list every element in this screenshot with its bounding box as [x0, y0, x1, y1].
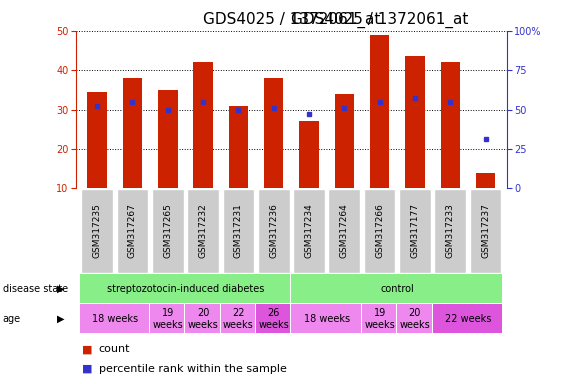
FancyBboxPatch shape: [256, 305, 291, 333]
FancyBboxPatch shape: [81, 189, 113, 273]
Text: streptozotocin-induced diabetes: streptozotocin-induced diabetes: [107, 283, 264, 294]
Text: disease state: disease state: [3, 283, 68, 294]
Text: GSM317264: GSM317264: [340, 204, 349, 258]
Text: 18 weeks: 18 weeks: [303, 314, 350, 324]
FancyBboxPatch shape: [293, 189, 325, 273]
FancyBboxPatch shape: [292, 305, 361, 333]
FancyBboxPatch shape: [432, 305, 502, 333]
FancyBboxPatch shape: [117, 189, 149, 273]
FancyBboxPatch shape: [150, 305, 185, 333]
Bar: [405, 56, 425, 189]
FancyBboxPatch shape: [434, 189, 466, 273]
Text: GSM317236: GSM317236: [269, 204, 278, 258]
Text: ■: ■: [82, 344, 92, 354]
Text: 20
weeks: 20 weeks: [400, 308, 430, 330]
Text: 19
weeks: 19 weeks: [364, 308, 395, 330]
FancyBboxPatch shape: [470, 189, 502, 273]
Text: count: count: [99, 344, 130, 354]
Text: GSM317235: GSM317235: [93, 204, 102, 258]
Text: 19
weeks: 19 weeks: [153, 308, 183, 330]
FancyBboxPatch shape: [152, 189, 184, 273]
Text: ▶: ▶: [57, 283, 65, 294]
Bar: [300, 121, 319, 189]
Text: GSM317234: GSM317234: [305, 204, 314, 258]
Text: GSM317232: GSM317232: [199, 204, 208, 258]
Bar: [370, 35, 390, 189]
FancyBboxPatch shape: [292, 274, 502, 303]
Text: GSM317233: GSM317233: [446, 204, 455, 258]
Text: GSM317231: GSM317231: [234, 204, 243, 258]
FancyBboxPatch shape: [79, 274, 291, 303]
Bar: [476, 173, 495, 189]
Bar: [193, 62, 213, 189]
Text: GSM317265: GSM317265: [163, 204, 172, 258]
Bar: [229, 106, 248, 189]
Bar: [87, 92, 107, 189]
FancyBboxPatch shape: [187, 189, 219, 273]
Text: GDS4025 / 1372061_at: GDS4025 / 1372061_at: [292, 12, 469, 28]
Text: age: age: [3, 314, 21, 324]
FancyBboxPatch shape: [185, 305, 220, 333]
Bar: [264, 78, 283, 189]
Text: 20
weeks: 20 weeks: [187, 308, 218, 330]
FancyBboxPatch shape: [328, 189, 360, 273]
Text: GSM317237: GSM317237: [481, 204, 490, 258]
FancyBboxPatch shape: [79, 305, 149, 333]
Text: GSM317267: GSM317267: [128, 204, 137, 258]
Text: GSM317177: GSM317177: [410, 204, 419, 258]
Text: control: control: [381, 283, 414, 294]
Text: percentile rank within the sample: percentile rank within the sample: [99, 364, 287, 374]
FancyBboxPatch shape: [362, 305, 396, 333]
Text: 22 weeks: 22 weeks: [445, 314, 491, 324]
Text: 18 weeks: 18 weeks: [92, 314, 138, 324]
FancyBboxPatch shape: [258, 189, 289, 273]
Text: 26
weeks: 26 weeks: [258, 308, 289, 330]
FancyBboxPatch shape: [221, 305, 255, 333]
Text: GSM317266: GSM317266: [375, 204, 384, 258]
FancyBboxPatch shape: [222, 189, 254, 273]
Bar: [123, 78, 142, 189]
FancyBboxPatch shape: [399, 189, 431, 273]
Bar: [158, 90, 177, 189]
Text: ■: ■: [82, 364, 92, 374]
Text: 22
weeks: 22 weeks: [223, 308, 254, 330]
Title: GDS4025 / 1372061_at: GDS4025 / 1372061_at: [203, 12, 380, 28]
Bar: [440, 62, 460, 189]
Text: ▶: ▶: [57, 314, 65, 324]
FancyBboxPatch shape: [397, 305, 431, 333]
FancyBboxPatch shape: [364, 189, 395, 273]
Bar: [334, 94, 354, 189]
